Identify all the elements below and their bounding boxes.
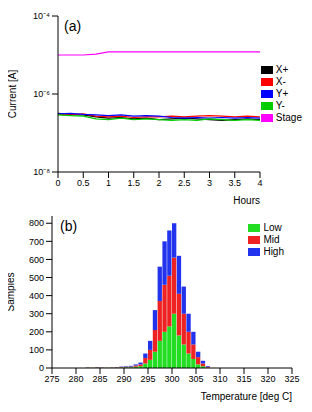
svg-text:800: 800 — [29, 218, 44, 228]
svg-text:1: 1 — [106, 178, 111, 188]
svg-text:Hours: Hours — [233, 195, 260, 206]
svg-text:2: 2 — [156, 178, 161, 188]
html-text:Stage: Stage — [275, 112, 302, 123]
svg-text:Temperature [deg C]: Temperature [deg C] — [201, 391, 292, 402]
svg-text:3: 3 — [207, 178, 212, 188]
svg-text:200: 200 — [29, 327, 44, 337]
svg-text:Samples: Samples — [8, 273, 16, 312]
html-text:High: High — [263, 246, 284, 257]
html-text:(b): (b) — [60, 218, 78, 234]
html-text:X+: X+ — [275, 64, 289, 75]
svg-text:4: 4 — [257, 178, 262, 188]
svg-text:10⁻⁶: 10⁻⁶ — [33, 89, 50, 99]
svg-text:1.5: 1.5 — [127, 178, 140, 188]
html-text:X-: X- — [275, 76, 286, 87]
svg-text:285: 285 — [92, 374, 107, 384]
svg-text:2.5: 2.5 — [178, 178, 191, 188]
svg-text:320: 320 — [260, 374, 275, 384]
html-text:Low: Low — [263, 222, 282, 233]
svg-text:3.5: 3.5 — [228, 178, 241, 188]
html-text:(a): (a) — [64, 18, 82, 34]
svg-text:290: 290 — [116, 374, 131, 384]
svg-text:Current [A]: Current [A] — [8, 70, 18, 119]
svg-text:10⁻⁴: 10⁻⁴ — [33, 11, 50, 21]
svg-text:400: 400 — [29, 291, 44, 301]
svg-text:275: 275 — [44, 374, 59, 384]
svg-text:0.5: 0.5 — [77, 178, 90, 188]
svg-text:10⁻⁸: 10⁻⁸ — [33, 167, 50, 177]
html-text:Y+: Y+ — [275, 88, 289, 99]
svg-text:700: 700 — [29, 237, 44, 247]
svg-text:0: 0 — [39, 363, 44, 373]
svg-text:310: 310 — [212, 374, 227, 384]
svg-text:0: 0 — [55, 178, 60, 188]
svg-text:305: 305 — [188, 374, 203, 384]
svg-text:325: 325 — [284, 374, 299, 384]
html-text:Mid: Mid — [263, 234, 280, 245]
svg-text:280: 280 — [68, 374, 83, 384]
svg-text:100: 100 — [29, 345, 44, 355]
svg-text:600: 600 — [29, 255, 44, 265]
html-text:Y-: Y- — [275, 100, 285, 111]
svg-text:300: 300 — [164, 374, 179, 384]
svg-text:315: 315 — [236, 374, 251, 384]
svg-text:295: 295 — [140, 374, 155, 384]
svg-text:500: 500 — [29, 273, 44, 283]
svg-text:300: 300 — [29, 309, 44, 319]
